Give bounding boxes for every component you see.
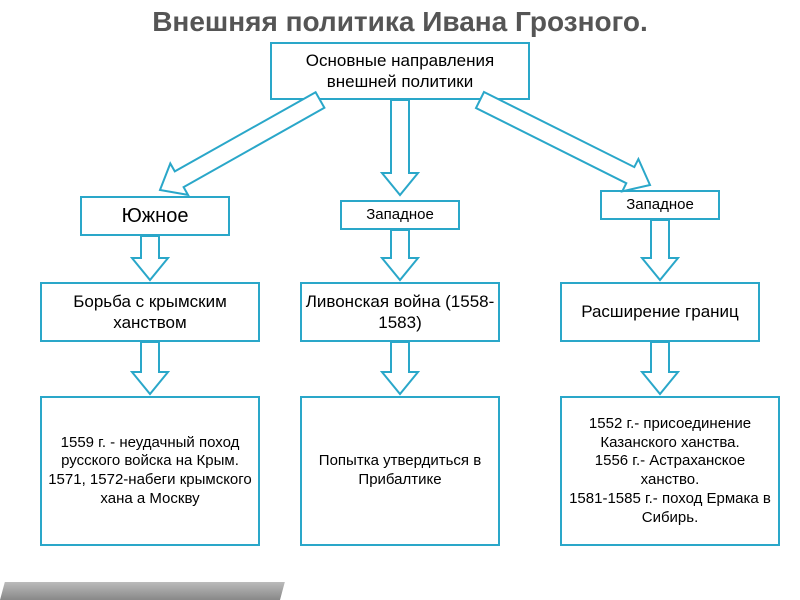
root-box: Основные направления внешней политики	[270, 42, 530, 100]
detail-label-livonian: Попытка утвердиться в Прибалтике	[302, 446, 498, 496]
direction-box-west-2: Западное	[600, 190, 720, 220]
arrow-dir-center-to-topic	[382, 230, 418, 280]
detail-box-expansion: 1552 г.- присоединение Казанского ханств…	[560, 396, 780, 546]
detail-box-crimea: 1559 г. - неудачный поход русского войск…	[40, 396, 260, 546]
root-label: Основные направления внешней политики	[272, 50, 528, 93]
topic-box-crimea: Борьба с крымским ханством	[40, 282, 260, 342]
arrow-dir-left-to-topic	[132, 236, 168, 280]
arrow-root-to-right	[476, 92, 650, 191]
direction-label-west-2: Западное	[626, 196, 694, 215]
topic-box-livonian: Ливонская война (1558-1583)	[300, 282, 500, 342]
direction-label-west-1: Западное	[366, 206, 434, 225]
direction-box-west-1: Западное	[340, 200, 460, 230]
detail-label-expansion: 1552 г.- присоединение Казанского ханств…	[562, 409, 778, 534]
detail-box-livonian: Попытка утвердиться в Прибалтике	[300, 396, 500, 546]
arrow-root-to-left	[160, 92, 324, 195]
page-title: Внешняя политика Ивана Грозного.	[0, 0, 800, 38]
detail-label-crimea: 1559 г. - неудачный поход русского войск…	[42, 428, 258, 515]
topic-box-expansion: Расширение границ	[560, 282, 760, 342]
footer-decoration	[0, 582, 285, 600]
arrow-topic-center-to-detail	[382, 342, 418, 394]
direction-label-south: Южное	[122, 204, 189, 229]
topic-label-crimea: Борьба с крымским ханством	[42, 291, 258, 334]
direction-box-south: Южное	[80, 196, 230, 236]
arrow-dir-right-to-topic	[642, 220, 678, 280]
topic-label-livonian: Ливонская война (1558-1583)	[302, 291, 498, 334]
arrow-root-to-center	[382, 100, 418, 195]
topic-label-expansion: Расширение границ	[581, 301, 739, 322]
arrow-topic-right-to-detail	[642, 342, 678, 394]
arrow-topic-left-to-detail	[132, 342, 168, 394]
